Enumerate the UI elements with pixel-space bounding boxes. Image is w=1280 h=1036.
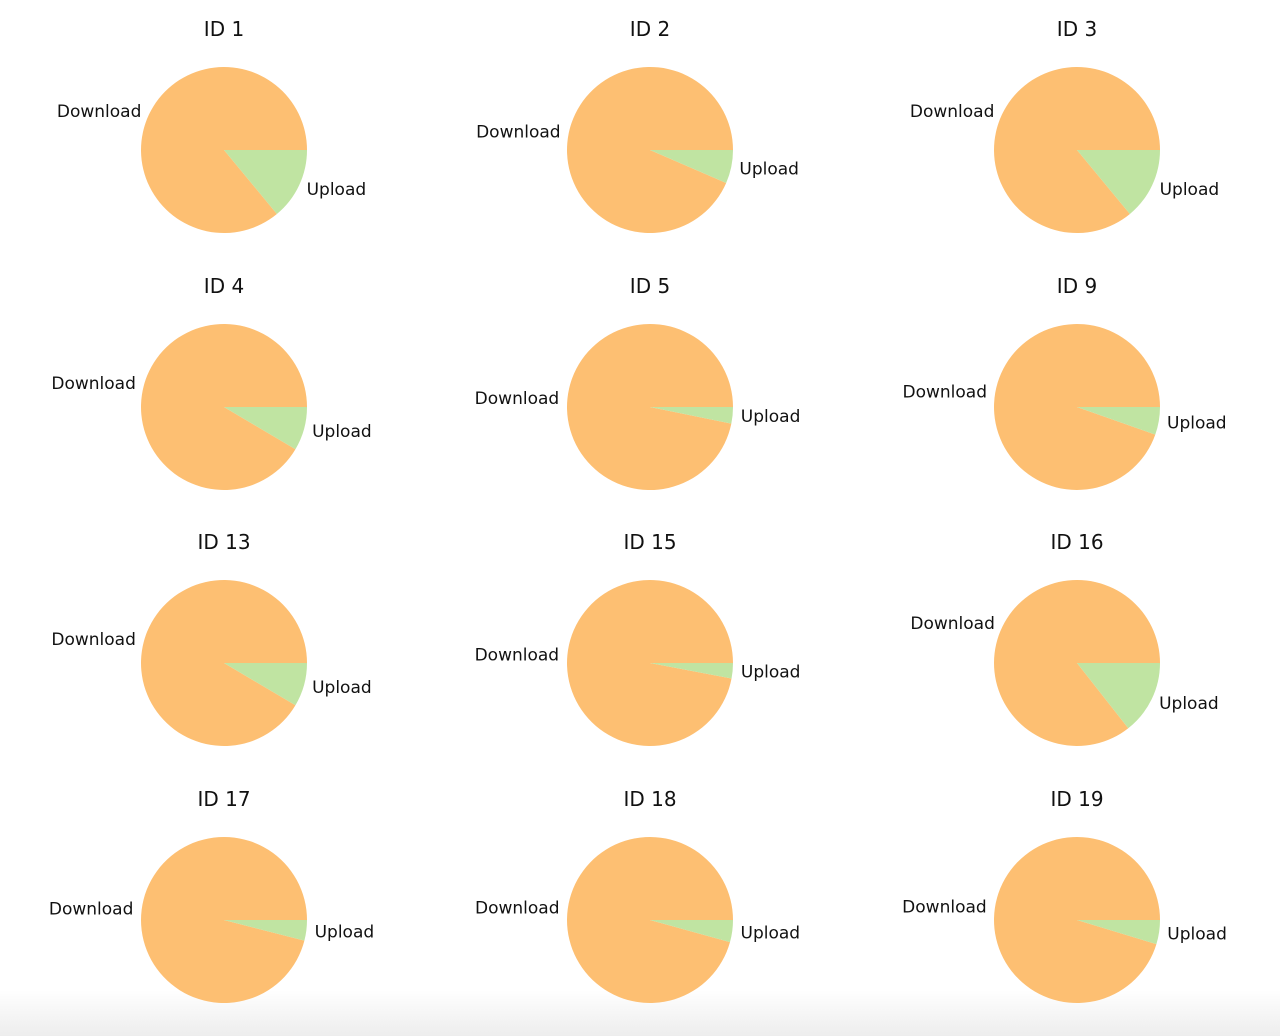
pie-title: ID 2	[630, 17, 670, 41]
pie-slice-upload	[1077, 150, 1160, 214]
pie-slice-label: Download	[910, 614, 995, 634]
pie-title: ID 19	[1050, 787, 1103, 811]
pie-slice-download	[566, 579, 733, 746]
pie-slice-label: Upload	[315, 922, 375, 942]
pie-10: ID 17 Download Upload	[49, 787, 374, 1003]
pie-slice-download	[566, 66, 733, 233]
pie-slice-download	[141, 579, 307, 746]
pie-slice-upload	[1077, 407, 1160, 435]
pie-slice-label: Upload	[741, 407, 801, 427]
pie-slice-upload	[224, 663, 307, 706]
pie-slice-download	[566, 324, 733, 491]
pie-title: ID 9	[1057, 274, 1097, 298]
pie-title: ID 13	[197, 530, 250, 554]
pie-slice-label: Upload	[739, 160, 799, 180]
pie-slice-download	[566, 837, 733, 1004]
pie-4: ID 4 Download Upload	[51, 274, 372, 490]
pie-slice-upload	[224, 150, 307, 214]
pie-slice-label: Download	[57, 102, 142, 122]
pie-slice-upload	[650, 920, 733, 943]
pie-2: ID 2 Download Upload	[476, 17, 799, 233]
pie-slice-label: Download	[476, 123, 561, 143]
pie-9: ID 16 Download Upload	[910, 530, 1219, 746]
pie-slice-label: Download	[902, 383, 987, 403]
pie-slice-upload	[650, 663, 733, 679]
pie-slice-label: Download	[51, 630, 136, 650]
pie-title: ID 3	[1057, 17, 1097, 41]
pie-slice-label: Upload	[312, 678, 372, 698]
pie-slice-upload	[224, 407, 307, 450]
pie-slice-label: Upload	[312, 422, 372, 442]
pie-slice-download	[993, 324, 1160, 491]
pie-slice-label: Upload	[307, 180, 367, 200]
pie-slice-download	[994, 67, 1160, 234]
pie-slice-upload	[224, 920, 307, 941]
pie-3: ID 3 Download Upload	[910, 17, 1220, 234]
pie-slice-download	[994, 837, 1160, 1004]
pie-slice-upload	[650, 150, 733, 183]
pie-5: ID 5 Download Upload	[475, 274, 801, 491]
pie-slice-download	[993, 579, 1160, 746]
pie-slice-label: Download	[902, 898, 987, 918]
pie-6: ID 9 Download Upload	[902, 274, 1227, 491]
pie-slice-label: Upload	[1159, 694, 1219, 714]
pie-slice-upload	[1077, 920, 1160, 945]
pie-slice-upload	[650, 407, 733, 424]
pie-slice-label: Upload	[1167, 924, 1227, 944]
pie-slice-label: Download	[475, 389, 560, 409]
pie-1: ID 1 Download Upload	[57, 17, 367, 234]
pie-8: ID 15 Download Upload	[475, 530, 801, 746]
pie-11: ID 18 Download Upload	[475, 787, 801, 1004]
pie-title: ID 16	[1050, 530, 1103, 554]
pie-title: ID 18	[623, 787, 676, 811]
pie-slice-download	[141, 323, 307, 490]
pie-title: ID 4	[204, 274, 244, 298]
pie-slice-label: Upload	[741, 923, 801, 943]
pie-slice-download	[140, 836, 308, 1003]
pie-title: ID 17	[197, 787, 250, 811]
pie-7: ID 13 Download Upload	[51, 530, 372, 746]
pie-slice-download	[140, 67, 307, 234]
pie-slice-label: Download	[475, 899, 560, 919]
pie-slice-label: Download	[475, 645, 560, 665]
pie-slice-label: Download	[49, 900, 134, 920]
pie-title: ID 5	[630, 274, 670, 298]
pie-slice-upload	[1077, 663, 1160, 729]
pie-slice-label: Upload	[1160, 180, 1220, 200]
pie-slice-label: Download	[910, 102, 995, 122]
pie-12: ID 19 Download Upload	[902, 787, 1227, 1004]
pie-title: ID 1	[204, 17, 244, 41]
pie-title: ID 15	[623, 530, 676, 554]
pie-slice-label: Upload	[1167, 413, 1227, 433]
pie-slice-label: Upload	[741, 663, 801, 683]
pie-slice-label: Download	[51, 374, 136, 394]
